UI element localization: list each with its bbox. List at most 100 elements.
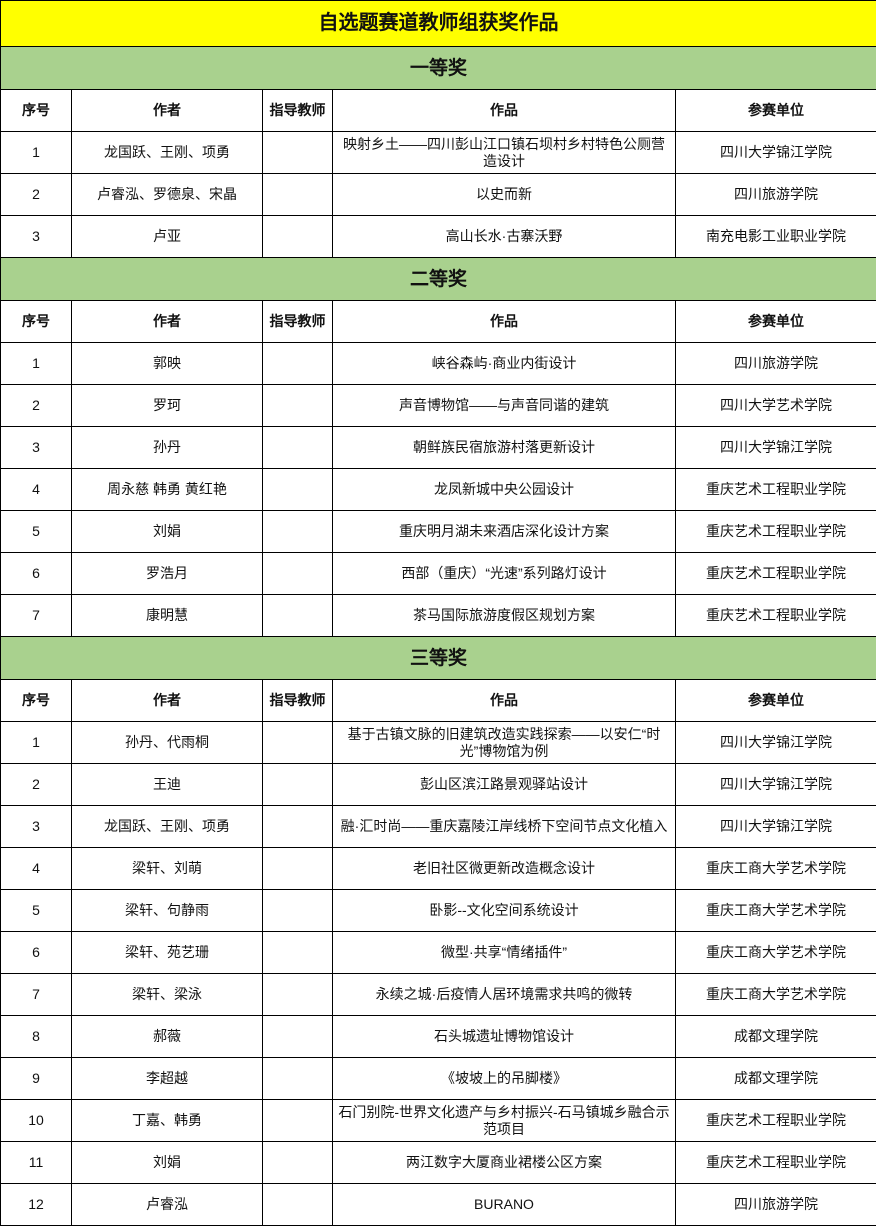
- cell-advisor: [263, 553, 333, 595]
- cell-advisor: [263, 132, 333, 174]
- cell-work: 龙凤新城中央公园设计: [333, 469, 676, 511]
- cell-advisor: [263, 848, 333, 890]
- column-header-institution: 参赛单位: [676, 90, 876, 132]
- cell-advisor: [263, 595, 333, 637]
- cell-advisor: [263, 1142, 333, 1184]
- cell-institution: 四川旅游学院: [676, 343, 876, 385]
- cell-institution: 南充电影工业职业学院: [676, 216, 876, 258]
- title-row: 自选题赛道教师组获奖作品: [1, 1, 876, 47]
- cell-index: 1: [1, 722, 72, 764]
- cell-advisor: [263, 974, 333, 1016]
- column-header-index: 序号: [1, 301, 72, 343]
- cell-index: 2: [1, 385, 72, 427]
- cell-work: 卧影--文化空间系统设计: [333, 890, 676, 932]
- cell-work: 石门别院-世界文化遗产与乡村振兴-石马镇城乡融合示范项目: [333, 1100, 676, 1142]
- cell-index: 1: [1, 132, 72, 174]
- column-header-advisor: 指导教师: [263, 90, 333, 132]
- cell-advisor: [263, 511, 333, 553]
- cell-institution: 重庆工商大学艺术学院: [676, 974, 876, 1016]
- cell-index: 3: [1, 216, 72, 258]
- cell-author: 卢睿泓、罗德泉、宋晶: [72, 174, 263, 216]
- cell-author: 孙丹、代雨桐: [72, 722, 263, 764]
- column-header-advisor: 指导教师: [263, 301, 333, 343]
- column-header-row: 序号作者指导教师作品参赛单位: [1, 680, 876, 722]
- cell-index: 6: [1, 553, 72, 595]
- cell-index: 4: [1, 848, 72, 890]
- cell-index: 2: [1, 174, 72, 216]
- cell-advisor: [263, 469, 333, 511]
- cell-institution: 重庆艺术工程职业学院: [676, 469, 876, 511]
- cell-index: 1: [1, 343, 72, 385]
- page-title: 自选题赛道教师组获奖作品: [1, 1, 876, 47]
- cell-advisor: [263, 174, 333, 216]
- cell-author: 梁轩、句静雨: [72, 890, 263, 932]
- cell-work: 以史而新: [333, 174, 676, 216]
- cell-institution: 重庆艺术工程职业学院: [676, 1100, 876, 1142]
- cell-index: 7: [1, 974, 72, 1016]
- column-header-row: 序号作者指导教师作品参赛单位: [1, 90, 876, 132]
- cell-institution: 重庆艺术工程职业学院: [676, 595, 876, 637]
- column-header-work: 作品: [333, 301, 676, 343]
- cell-author: 卢亚: [72, 216, 263, 258]
- cell-work: 峡谷森屿·商业内街设计: [333, 343, 676, 385]
- cell-index: 9: [1, 1058, 72, 1100]
- column-header-author: 作者: [72, 301, 263, 343]
- cell-index: 2: [1, 764, 72, 806]
- cell-institution: 四川大学锦江学院: [676, 764, 876, 806]
- cell-author: 梁轩、苑艺珊: [72, 932, 263, 974]
- cell-advisor: [263, 216, 333, 258]
- cell-author: 梁轩、梁泳: [72, 974, 263, 1016]
- cell-institution: 重庆艺术工程职业学院: [676, 1142, 876, 1184]
- column-header-author: 作者: [72, 680, 263, 722]
- section-header: 三等奖: [1, 637, 876, 680]
- cell-author: 刘娟: [72, 511, 263, 553]
- column-header-index: 序号: [1, 680, 72, 722]
- cell-advisor: [263, 764, 333, 806]
- cell-work: 高山长水·古寨沃野: [333, 216, 676, 258]
- cell-author: 郭映: [72, 343, 263, 385]
- cell-institution: 重庆工商大学艺术学院: [676, 848, 876, 890]
- cell-institution: 重庆工商大学艺术学院: [676, 890, 876, 932]
- cell-author: 刘娟: [72, 1142, 263, 1184]
- cell-advisor: [263, 806, 333, 848]
- cell-institution: 重庆艺术工程职业学院: [676, 553, 876, 595]
- cell-work: 朝鲜族民宿旅游村落更新设计: [333, 427, 676, 469]
- cell-author: 李超越: [72, 1058, 263, 1100]
- cell-institution: 重庆艺术工程职业学院: [676, 511, 876, 553]
- cell-advisor: [263, 427, 333, 469]
- cell-author: 孙丹: [72, 427, 263, 469]
- cell-index: 7: [1, 595, 72, 637]
- cell-index: 5: [1, 511, 72, 553]
- cell-work: 映射乡土——四川彭山江口镇石坝村乡村特色公厕营造设计: [333, 132, 676, 174]
- cell-institution: 四川大学艺术学院: [676, 385, 876, 427]
- cell-author: 王迪: [72, 764, 263, 806]
- cell-work: 两江数字大厦商业裙楼公区方案: [333, 1142, 676, 1184]
- cell-advisor: [263, 343, 333, 385]
- section-header: 一等奖: [1, 47, 876, 90]
- cell-author: 丁嘉、韩勇: [72, 1100, 263, 1142]
- section-title: 三等奖: [1, 637, 876, 680]
- cell-index: 6: [1, 932, 72, 974]
- cell-institution: 重庆工商大学艺术学院: [676, 932, 876, 974]
- cell-work: 基于古镇文脉的旧建筑改造实践探索——以安仁“时光”博物馆为例: [333, 722, 676, 764]
- column-header-institution: 参赛单位: [676, 301, 876, 343]
- cell-advisor: [263, 1184, 333, 1226]
- cell-institution: 四川大学锦江学院: [676, 427, 876, 469]
- cell-author: 罗浩月: [72, 553, 263, 595]
- cell-author: 梁轩、刘萌: [72, 848, 263, 890]
